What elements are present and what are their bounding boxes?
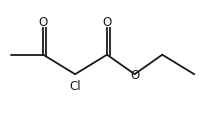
Text: Cl: Cl — [69, 79, 81, 92]
Text: O: O — [39, 16, 48, 29]
Text: O: O — [130, 68, 139, 81]
Text: O: O — [102, 16, 112, 29]
